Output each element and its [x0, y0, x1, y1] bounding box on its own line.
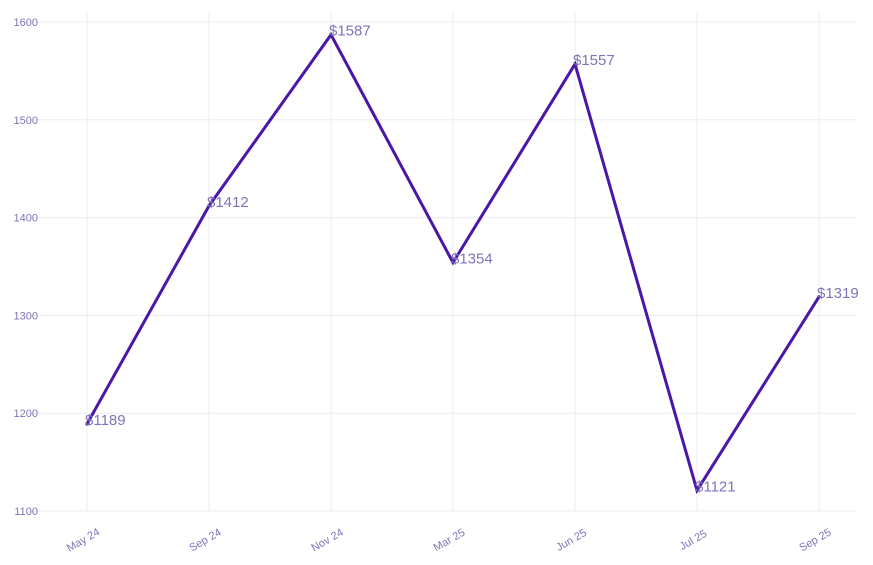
y-tick-label: 1600 [14, 17, 38, 29]
y-tick-label: 1100 [14, 506, 38, 518]
data-labels: $1189 $1412 $1587 $1354 $1557 $1121 $1319 [85, 23, 859, 496]
x-tick-label: Sep 25 [797, 526, 833, 554]
data-point [451, 261, 455, 265]
y-axis: 1100 1200 1300 1400 1500 1600 [14, 17, 38, 518]
y-tick-label: 1300 [14, 310, 38, 322]
x-axis: May 24 Sep 24 Nov 24 Mar 25 Jun 25 Jul 25 Sep … [65, 526, 834, 554]
data-point [695, 488, 699, 492]
data-label: $1557 [573, 52, 615, 69]
x-tick-label: Mar 25 [432, 527, 468, 555]
series [85, 31, 821, 495]
data-label: $1354 [451, 251, 493, 268]
y-tick-label: 1400 [14, 213, 38, 225]
data-label: $1189 [85, 412, 126, 429]
y-tick-label: 1500 [14, 115, 38, 127]
x-tick-label: Sep 24 [187, 526, 223, 554]
x-tick-label: Jun 25 [554, 527, 589, 554]
x-tick-label: Jul 25 [678, 528, 709, 553]
x-tick-label: May 24 [65, 526, 102, 554]
data-label: $1412 [207, 194, 249, 211]
data-point [573, 62, 577, 66]
data-point [329, 33, 333, 37]
y-tick-label: 1200 [14, 408, 38, 420]
grid [28, 12, 857, 512]
data-point [817, 295, 821, 299]
data-label: $1121 [695, 478, 736, 495]
data-label: $1587 [329, 23, 371, 40]
data-point [207, 204, 211, 208]
x-tick-label: Nov 24 [309, 526, 345, 554]
data-label: $1319 [817, 285, 859, 302]
data-point [85, 422, 89, 426]
